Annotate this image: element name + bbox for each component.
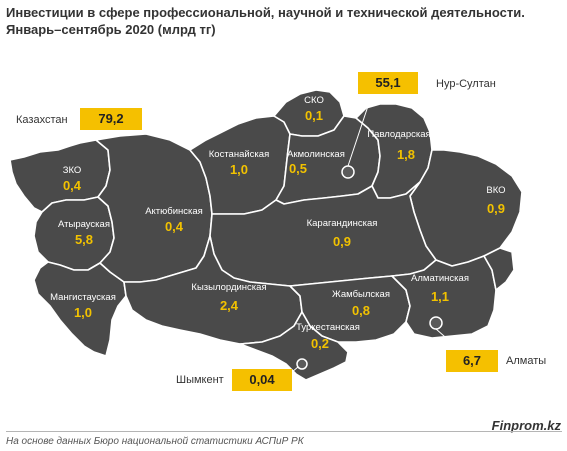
shymkent-value-box: 0,04 [232,369,292,391]
title-line-2: Январь–сентябрь 2020 (млрд тг) [6,22,216,37]
nur-sultan-value-box: 55,1 [358,72,418,94]
value-pavlodar: 1,8 [397,147,415,162]
label-almaty-region: Алматинская [411,273,469,284]
source-note: На основе данных Бюро национальной стати… [6,436,304,447]
label-zko: ЗКО [63,165,82,176]
label-zhambyl: Жамбылская [332,289,390,300]
footer-divider [6,431,562,432]
marker-shymkent[interactable] [296,358,308,370]
region-turkestan[interactable] [239,311,349,381]
label-kostanay: Костанайская [209,149,269,160]
label-mangystau: Мангистауская [50,292,116,303]
label-karaganda: Карагандинская [307,218,378,229]
region-almaty[interactable] [391,255,497,339]
marker-almaty-city[interactable] [429,316,443,330]
label-kyzylorda: Кызылординская [191,282,266,293]
leader-nur-sultan [347,93,373,167]
label-aktobe: Актюбинская [145,206,203,217]
region-mangystau[interactable] [33,261,127,357]
value-atyrau: 5,8 [75,232,93,247]
label-atyrau: Атырауская [58,219,110,230]
label-turkestan: Туркестанская [296,322,360,333]
label-vko: ВКО [486,185,505,196]
shymkent-label: Шымкент [176,374,224,386]
value-zko: 0,4 [63,178,82,193]
almaty-city-label: Алматы [506,355,547,367]
region-almaty-east-lobe [483,247,515,291]
label-pavlodar: Павлодарская [367,129,430,140]
value-vko: 0,9 [487,201,505,216]
country-label: Казахстан [16,114,68,126]
leader-shymkent [291,366,299,373]
nur-sultan-label: Нур-Султан [436,78,496,90]
value-sko: 0,1 [305,108,323,123]
value-zhambyl: 0,8 [352,303,370,318]
almaty-city-value-box: 6,7 [446,350,498,372]
country-value-box: 79,2 [80,108,142,130]
map-title: Инвестиции в сфере профессиональной, нау… [6,4,562,38]
value-karaganda: 0,9 [333,234,351,249]
value-kostanay: 1,0 [230,162,248,177]
label-sko: СКО [304,95,324,106]
value-mangystau: 1,0 [74,305,92,320]
value-turkestan: 0,2 [311,336,329,351]
value-akmola: 0,5 [289,161,307,176]
value-kyzylorda: 2,4 [220,298,239,313]
leader-almaty-city [435,328,461,351]
brand-logo-text[interactable]: Finprom.kz [491,418,561,433]
title-line-1: Инвестиции в сфере профессиональной, нау… [6,5,525,20]
value-almaty-region: 1,1 [431,289,449,304]
label-akmola: Акмолинская [287,149,345,160]
value-aktobe: 0,4 [165,219,184,234]
marker-nur-sultan[interactable] [341,165,355,179]
